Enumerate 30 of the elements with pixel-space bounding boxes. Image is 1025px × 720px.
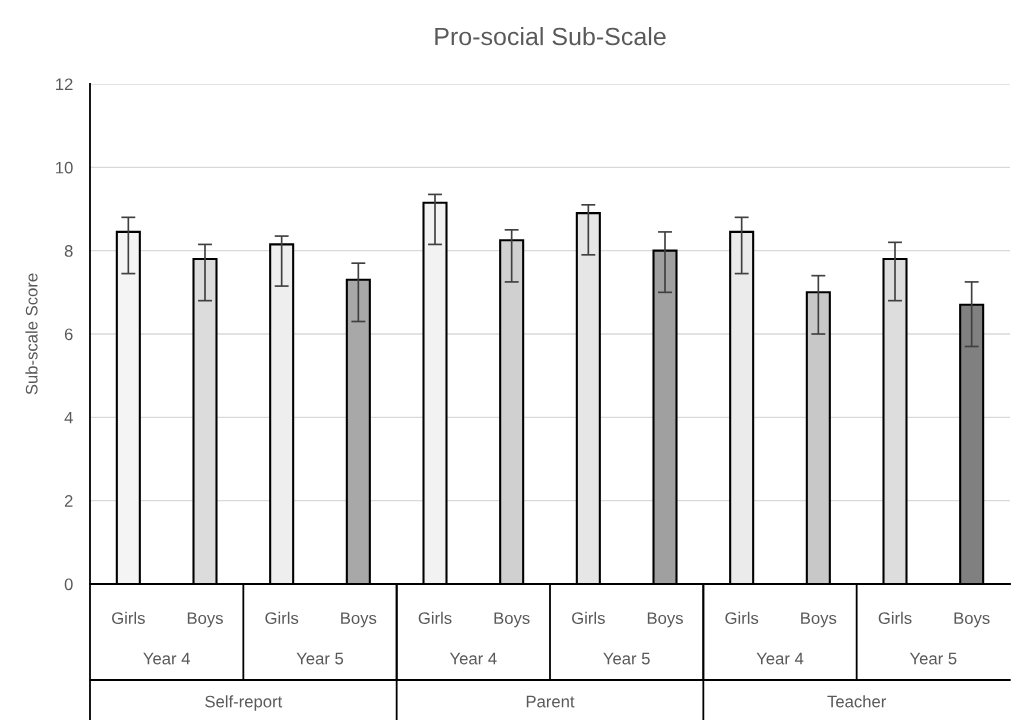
x-tick-label: Girls <box>572 611 605 625</box>
text: Year 4 <box>449 652 497 665</box>
y-tick-label: 10 <box>56 161 73 174</box>
text: Year 5 <box>909 652 957 665</box>
y-tick-label: 2 <box>64 495 73 507</box>
y-tick-label: 4 <box>64 411 73 424</box>
y-axis-title: Sub-scale Score <box>25 273 38 395</box>
text: Year 5 <box>296 652 344 665</box>
x-tick-label: Boys <box>494 612 530 628</box>
y-tick-label: 8 <box>64 245 73 257</box>
x-tick-label: Boys <box>954 612 990 628</box>
text: Parent <box>526 695 575 708</box>
x-tick-label: Boys <box>647 612 683 628</box>
text: Teacher <box>827 695 887 708</box>
chart-title: Pro-social Sub-Scale <box>435 26 666 46</box>
x-tick-label: Girls <box>878 611 912 625</box>
x-tick-label: Girls <box>418 611 452 625</box>
x-tick-label: Girls <box>725 611 759 625</box>
text: Self-report <box>205 695 283 711</box>
x-tick-label: Boys <box>801 612 837 628</box>
x-tick-label: Boys <box>187 612 223 628</box>
text: Year 4 <box>143 652 190 665</box>
text: Year 4 <box>756 652 804 665</box>
x-tick-label: Boys <box>341 612 377 628</box>
y-tick-label: 0 <box>64 578 73 591</box>
x-tick-label: Girls <box>265 611 299 625</box>
text: Year 5 <box>603 652 650 665</box>
x-tick-label: Girls <box>112 611 145 625</box>
y-tick-label: 12 <box>56 78 73 91</box>
y-tick-label: 6 <box>64 328 73 341</box>
